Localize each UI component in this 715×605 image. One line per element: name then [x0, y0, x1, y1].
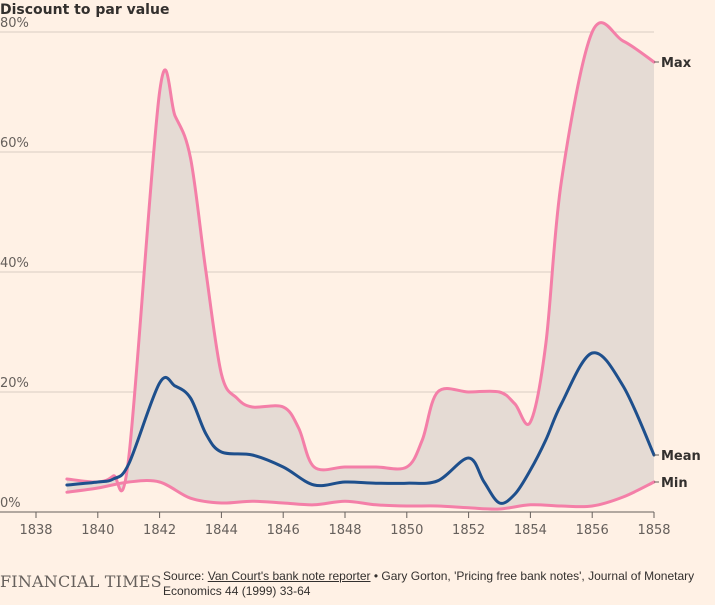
y-tick-label: 0% [0, 496, 21, 511]
series-label-max: Max [661, 56, 692, 71]
y-tick-label: 80% [0, 16, 29, 31]
series-line-mean [65, 351, 656, 505]
x-tick-label: 1848 [328, 523, 361, 538]
y-tick-label: 40% [0, 256, 29, 271]
min-max-range-area [66, 22, 654, 510]
x-tick-label: 1844 [205, 523, 238, 538]
x-tick-label: 1854 [514, 523, 547, 538]
x-tick-label: 1842 [143, 523, 176, 538]
ft-logo: FINANCIAL TIMES [0, 572, 162, 591]
y-tick-label: 20% [0, 376, 29, 391]
x-tick-label: 1846 [267, 523, 300, 538]
line-range-chart: 0% 20% 40% 60% 80%Discount to par value 1838 1… [0, 2, 701, 538]
y-tick-label: 60% [0, 136, 29, 151]
x-tick-label: 1852 [452, 523, 485, 538]
series-line-min [65, 479, 656, 511]
x-tick-label: 1856 [576, 523, 609, 538]
x-tick-label: 1858 [637, 523, 670, 538]
source-note: Source: Van Court's bank note reporter •… [163, 569, 711, 599]
source-prefix: Source: [163, 569, 208, 583]
series-line-max [65, 21, 656, 493]
x-tick-label: 1850 [390, 523, 423, 538]
y-axis-title: Discount to par value [0, 2, 169, 18]
source-rest: • Gary Gorton, 'Pricing free bank notes'… [163, 569, 695, 598]
source-link[interactable]: Van Court's bank note reporter [207, 569, 371, 583]
x-tick-label: 1838 [19, 523, 52, 538]
x-tick-label: 1840 [81, 523, 114, 538]
series-label-min: Min [661, 476, 688, 491]
series-label-mean: Mean [661, 449, 701, 464]
chart-footer: FINANCIAL TIMES Source: Van Court's bank… [0, 566, 715, 605]
